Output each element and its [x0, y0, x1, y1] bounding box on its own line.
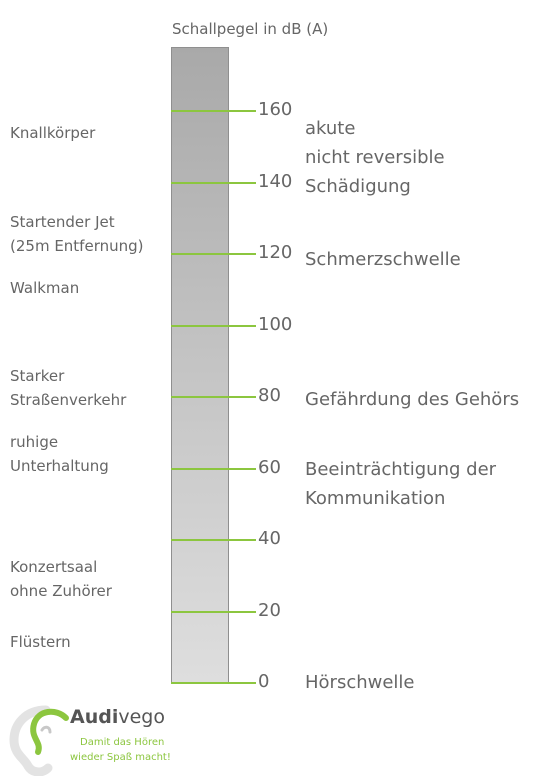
audivego-ear-logo — [9, 705, 69, 776]
effect-label-line: Schmerzschwelle — [305, 249, 461, 270]
effect-label-line: Gefährdung des Gehörs — [305, 389, 520, 410]
logo-tagline: Damit das Hören — [80, 737, 165, 748]
effect-label-line: nicht reversible — [305, 147, 445, 168]
effect-label-line: Schädigung — [305, 176, 411, 197]
logo-tagline: wieder Spaß macht! — [70, 752, 171, 763]
scale-tick — [171, 181, 256, 184]
source-label: Starker Straßenverkehr — [10, 364, 126, 412]
source-label: Konzertsaal ohne Zuhörer — [10, 555, 112, 603]
source-label-line: Starker — [10, 367, 65, 385]
source-label: Walkman — [10, 276, 79, 300]
source-label-line: (25m Entfernung) — [10, 237, 144, 255]
effect-label: Schmerzschwelle — [305, 245, 461, 274]
effect-label: Hörschwelle — [305, 668, 415, 697]
source-label-line: Unterhaltung — [10, 457, 109, 475]
source-label-line: ohne Zuhörer — [10, 582, 112, 600]
effect-label: Gefährdung des Gehörs — [305, 385, 519, 414]
scale-tick-label: 0 — [258, 671, 270, 692]
effect-label-line: Beeinträchtigung der — [305, 459, 497, 480]
scale-tick-label: 160 — [258, 99, 293, 120]
scale-tick-label: 60 — [258, 456, 281, 478]
source-label-line: Walkman — [10, 279, 80, 297]
scale-tick-label: 40 — [258, 528, 281, 549]
effect-label-line: Hörschwelle — [305, 672, 415, 693]
source-label-line: Flüstern — [10, 633, 71, 651]
scale-tick — [171, 467, 256, 470]
source-label-line: Konzertsaal — [10, 558, 98, 576]
scale-tick — [171, 682, 256, 684]
scale-tick — [171, 253, 256, 255]
effect-label: Beeinträchtigung der Kommunikation — [305, 455, 496, 513]
scale-tick-label: 140 — [258, 170, 293, 192]
scale-tick — [171, 396, 256, 398]
source-label-line: Knallkörper — [10, 124, 96, 142]
scale-tick-label: 80 — [258, 385, 281, 406]
scale-tick — [171, 324, 256, 327]
source-label-line: Straßenverkehr — [10, 391, 127, 409]
logo-wordmark-bold: Audi — [70, 706, 119, 728]
scale-tick-label: 20 — [258, 599, 281, 621]
effect-label-line: Kommunikation — [305, 488, 446, 509]
decibel-bar — [171, 47, 229, 683]
source-label: Flüstern — [10, 630, 71, 654]
scale-tick-label: 100 — [258, 313, 293, 335]
source-label-line: ruhige — [10, 433, 59, 451]
scale-tick — [171, 610, 256, 613]
logo-wordmark-light: vego — [118, 706, 165, 728]
logo-wordmark: Audivego — [70, 706, 165, 728]
source-label: Startender Jet (25m Entfernung) — [10, 210, 144, 258]
scale-tick-label: 120 — [258, 242, 293, 263]
scale-tick — [171, 539, 256, 541]
effect-label-line: akute — [305, 118, 356, 139]
scale-tick — [171, 110, 256, 112]
effect-label: akute nicht reversible Schädigung — [305, 114, 445, 201]
source-label-line: Startender Jet — [10, 213, 115, 231]
source-label: ruhige Unterhaltung — [10, 430, 109, 478]
scale-title: Schallpegel in dB (A) — [172, 20, 329, 38]
source-label: Knallkörper — [10, 121, 95, 145]
